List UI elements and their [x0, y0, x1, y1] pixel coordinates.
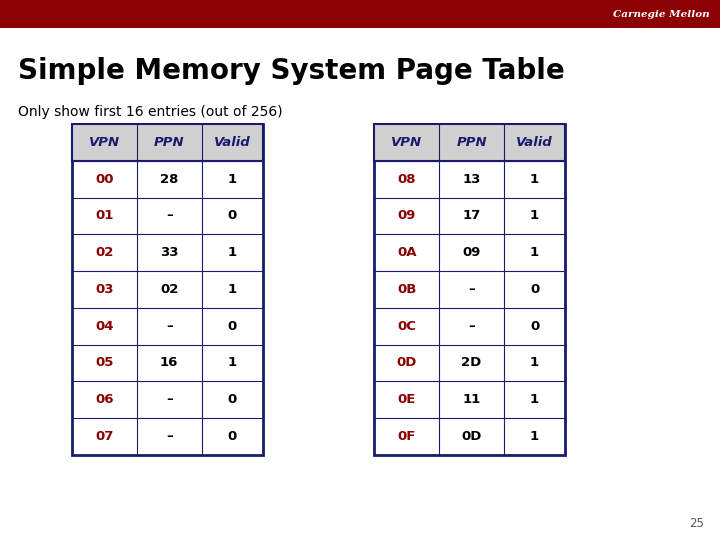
- Text: 0: 0: [228, 393, 237, 406]
- Text: 02: 02: [95, 246, 114, 259]
- Text: 03: 03: [95, 283, 114, 296]
- Text: 1: 1: [530, 246, 539, 259]
- Text: Valid: Valid: [516, 136, 553, 149]
- Text: VPN: VPN: [391, 136, 423, 149]
- Text: 0C: 0C: [397, 320, 416, 333]
- Text: 0: 0: [228, 210, 237, 222]
- Text: 0D: 0D: [462, 430, 482, 443]
- Text: –: –: [166, 320, 173, 333]
- Text: 0A: 0A: [397, 246, 417, 259]
- Text: 04: 04: [95, 320, 114, 333]
- Text: 0D: 0D: [397, 356, 417, 369]
- Text: 25: 25: [689, 517, 704, 530]
- Text: 28: 28: [160, 173, 179, 186]
- Bar: [0, 0, 720, 28]
- Text: 07: 07: [95, 430, 114, 443]
- Text: 06: 06: [95, 393, 114, 406]
- Text: 1: 1: [530, 393, 539, 406]
- Text: 1: 1: [228, 356, 237, 369]
- Text: 08: 08: [397, 173, 416, 186]
- Text: 00: 00: [95, 173, 114, 186]
- Text: 1: 1: [530, 173, 539, 186]
- Text: 0B: 0B: [397, 283, 416, 296]
- Text: 1: 1: [228, 246, 237, 259]
- Text: 09: 09: [397, 210, 416, 222]
- Text: 02: 02: [160, 283, 179, 296]
- Text: –: –: [468, 283, 475, 296]
- Bar: [72, 124, 263, 161]
- Text: 1: 1: [228, 283, 237, 296]
- Text: 2D: 2D: [462, 356, 482, 369]
- Text: VPN: VPN: [89, 136, 120, 149]
- Text: 0E: 0E: [397, 393, 416, 406]
- Text: 0F: 0F: [397, 430, 416, 443]
- Text: 0: 0: [228, 430, 237, 443]
- Text: –: –: [166, 210, 173, 222]
- Text: Simple Memory System Page Table: Simple Memory System Page Table: [18, 57, 564, 85]
- Text: 01: 01: [95, 210, 114, 222]
- Text: 17: 17: [462, 210, 481, 222]
- Text: 11: 11: [462, 393, 481, 406]
- Text: 1: 1: [530, 210, 539, 222]
- Text: –: –: [166, 393, 173, 406]
- Text: 0: 0: [530, 283, 539, 296]
- Text: 09: 09: [462, 246, 481, 259]
- Text: 1: 1: [228, 173, 237, 186]
- Bar: [374, 124, 565, 455]
- Text: –: –: [468, 320, 475, 333]
- Text: Valid: Valid: [214, 136, 251, 149]
- Text: 1: 1: [530, 430, 539, 443]
- Text: 33: 33: [160, 246, 179, 259]
- Text: Only show first 16 entries (out of 256): Only show first 16 entries (out of 256): [18, 105, 283, 119]
- Text: 16: 16: [160, 356, 179, 369]
- Bar: [374, 124, 565, 161]
- Text: PPN: PPN: [456, 136, 487, 149]
- Text: 13: 13: [462, 173, 481, 186]
- Text: Carnegie Mellon: Carnegie Mellon: [613, 10, 709, 18]
- Text: 0: 0: [228, 320, 237, 333]
- Bar: [72, 124, 263, 455]
- Text: 1: 1: [530, 356, 539, 369]
- Text: PPN: PPN: [154, 136, 184, 149]
- Text: –: –: [166, 430, 173, 443]
- Text: 05: 05: [95, 356, 114, 369]
- Text: 0: 0: [530, 320, 539, 333]
